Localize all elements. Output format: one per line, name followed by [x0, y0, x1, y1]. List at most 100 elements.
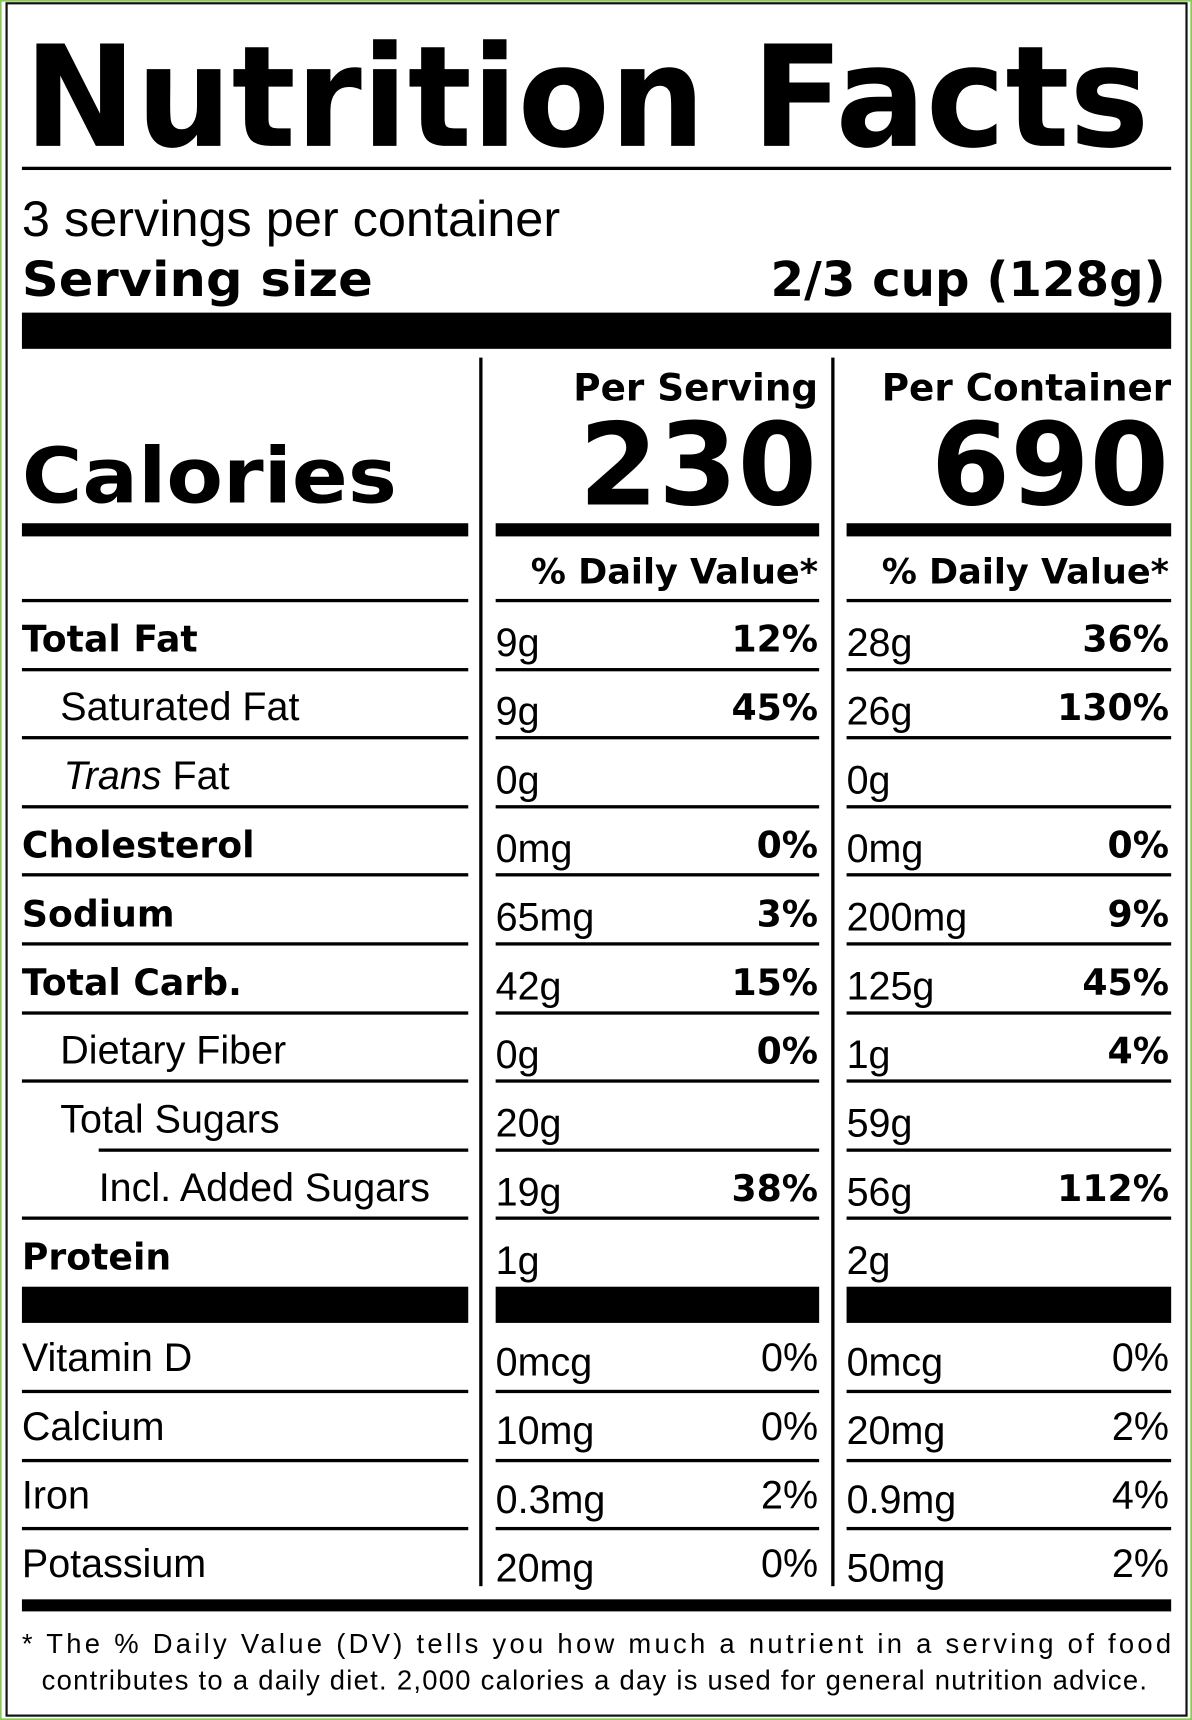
column-divider — [479, 357, 483, 1587]
nutrient-name: Protein — [22, 1236, 171, 1279]
dv-header: % Daily Value* — [531, 552, 818, 593]
row-rule — [846, 873, 1172, 877]
rule — [21, 166, 1172, 171]
daily-value: 0% — [757, 824, 818, 867]
footnote: contributes to a daily diet. 2,000 calor… — [42, 1664, 1147, 1695]
thick-bar — [846, 523, 1172, 537]
title: Nutrition Facts — [24, 17, 1149, 180]
amount: 0mg — [496, 827, 573, 871]
row-rule — [846, 942, 1172, 946]
nutrient-name: Saturated Fat — [60, 685, 299, 729]
nutrient-name: Fat — [173, 754, 230, 798]
serving-size-label: Serving size — [22, 252, 373, 308]
row-rule — [495, 805, 820, 809]
nutrient-name-italic: Trans — [64, 754, 162, 798]
servings: 3 servings per container — [22, 190, 560, 247]
daily-value: 0% — [1108, 824, 1169, 867]
amount: 1g — [496, 1239, 540, 1283]
daily-value: 4% — [1108, 1030, 1169, 1073]
row-rule — [495, 668, 820, 672]
thick-bar — [21, 312, 1172, 349]
daily-value: 15% — [731, 961, 818, 1004]
thick-bar — [21, 523, 469, 537]
amount: 0mcg — [496, 1341, 593, 1385]
row-rule — [846, 668, 1172, 672]
row-rule — [495, 1079, 820, 1083]
amount: 0g — [496, 1033, 540, 1077]
column-header: Per Container — [882, 365, 1172, 409]
row-rule — [21, 736, 469, 740]
nutrient-name: Sodium — [22, 892, 175, 935]
amount: 59g — [847, 1102, 913, 1146]
daily-value: 3% — [757, 892, 818, 935]
daily-value: 0% — [761, 1542, 818, 1586]
row-rule — [21, 1216, 469, 1220]
dv-header: % Daily Value* — [882, 552, 1169, 593]
row-rule — [846, 1526, 1172, 1531]
amount: 0mg — [847, 827, 924, 871]
amount: 1g — [847, 1033, 891, 1077]
row-rule — [495, 942, 820, 946]
nutrient-name: Dietary Fiber — [60, 1029, 286, 1073]
nutrient-name: Potassium — [22, 1542, 206, 1586]
footnote: * The % Daily Value (DV) tells you how m… — [22, 1628, 1171, 1659]
amount: 0.3mg — [496, 1478, 606, 1522]
row-rule — [495, 1216, 820, 1220]
thick-bar — [846, 1286, 1172, 1323]
row-rule — [495, 1526, 820, 1531]
amount: 0g — [847, 758, 891, 802]
amount: 125g — [847, 964, 935, 1008]
row-rule — [98, 1148, 469, 1152]
daily-value: 4% — [1112, 1474, 1169, 1518]
row-rule — [21, 1526, 469, 1531]
nutrient-name: Trans Fat — [64, 754, 230, 798]
nutrient-name: Calcium — [22, 1405, 165, 1449]
nutrient-name: Total Sugars — [60, 1097, 279, 1141]
row-rule — [21, 1458, 469, 1463]
daily-value: 45% — [1082, 961, 1169, 1004]
thick-bar — [495, 1286, 820, 1323]
daily-value: 0% — [761, 1336, 818, 1380]
amount: 65mg — [496, 896, 595, 940]
amount: 20mg — [847, 1409, 946, 1453]
row-rule — [21, 1389, 469, 1394]
nutrient-name: Total Carb. — [22, 961, 242, 1004]
row-rule — [846, 1389, 1172, 1394]
amount: 20mg — [496, 1547, 595, 1591]
amount: 42g — [496, 964, 562, 1008]
row-rule — [495, 1011, 820, 1015]
thick-bar — [21, 1599, 1172, 1612]
row-rule — [495, 873, 820, 877]
amount: 20g — [496, 1102, 562, 1146]
amount: 9g — [496, 690, 540, 734]
thick-bar — [21, 1286, 469, 1323]
amount: 50mg — [847, 1547, 946, 1591]
daily-value: 9% — [1108, 892, 1169, 935]
amount: 56g — [847, 1170, 913, 1214]
row-rule — [846, 736, 1172, 740]
row-rule — [846, 1216, 1172, 1220]
daily-value: 112% — [1057, 1167, 1169, 1210]
serving-size-value: 2/3 cup (128g) — [771, 252, 1166, 308]
daily-value: 45% — [731, 686, 818, 729]
row-rule — [846, 598, 1172, 603]
calories-value: 690 — [931, 399, 1169, 532]
amount: 200mg — [847, 896, 968, 940]
amount: 0mcg — [847, 1341, 944, 1385]
amount: 19g — [496, 1170, 562, 1214]
row-rule — [846, 1079, 1172, 1083]
daily-value: 2% — [1112, 1405, 1169, 1449]
row-rule — [21, 668, 469, 672]
amount: 10mg — [496, 1409, 595, 1453]
amount: 0.9mg — [847, 1478, 957, 1522]
amount: 26g — [847, 690, 913, 734]
row-rule — [21, 873, 469, 877]
column-header: Per Serving — [573, 365, 818, 409]
row-rule — [495, 736, 820, 740]
daily-value: 0% — [761, 1405, 818, 1449]
daily-value: 0% — [1112, 1336, 1169, 1380]
row-rule — [495, 1389, 820, 1394]
daily-value: 130% — [1057, 686, 1169, 729]
nutrient-name: Vitamin D — [22, 1336, 192, 1380]
calories-value: 230 — [579, 399, 817, 532]
